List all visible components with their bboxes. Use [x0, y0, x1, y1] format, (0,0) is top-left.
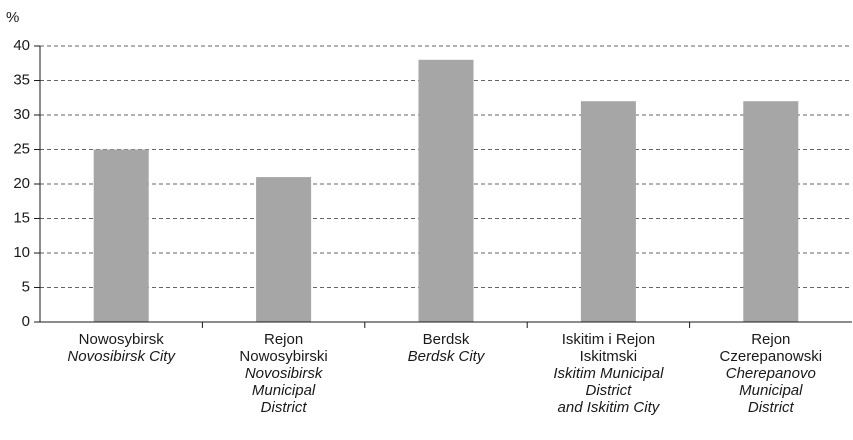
x-tick-label-translation: District: [585, 382, 632, 399]
bar: [743, 101, 799, 322]
x-tick-label-translation: Municipal: [252, 382, 316, 399]
x-tick-label-translation: District: [261, 399, 308, 416]
x-tick-label-translation: and Iskitim City: [558, 399, 661, 416]
x-tick-label-translation: Iskitim Municipal: [553, 365, 664, 382]
x-tick-label-translation: Cherepanovo: [726, 365, 816, 382]
x-tick-label: Rejon: [264, 331, 303, 348]
y-axis-label: %: [6, 9, 19, 26]
y-tick-label: 40: [13, 37, 30, 54]
bar: [93, 149, 149, 322]
y-tick-label: 0: [22, 313, 30, 330]
x-tick-label: Nowosybirsk: [79, 331, 165, 348]
x-tick-label-translation: Municipal: [739, 382, 803, 399]
x-tick-label: Nowosybirski: [239, 348, 327, 365]
y-tick-label: 25: [13, 140, 30, 157]
y-tick-label: 15: [13, 209, 30, 226]
bar: [256, 177, 312, 322]
y-tick-label: 10: [13, 244, 30, 261]
x-tick-label: Iskitmski: [580, 348, 638, 365]
y-tick-label: 20: [13, 175, 30, 192]
y-tick-label: 35: [13, 71, 30, 88]
x-tick-label: Czerepanowski: [720, 348, 823, 365]
x-tick-label-translation: Novosibirsk: [245, 365, 324, 382]
bar: [580, 101, 636, 322]
x-tick-label-translation: District: [748, 399, 795, 416]
x-tick-label-translation: Novosibirsk City: [67, 348, 176, 365]
x-tick-label: Iskitim i Rejon: [562, 331, 655, 348]
y-tick-label: 5: [22, 278, 30, 295]
x-tick-label: Berdsk: [423, 331, 470, 348]
y-tick-label: 30: [13, 106, 30, 123]
x-tick-label-translation: Berdsk City: [408, 348, 486, 365]
x-tick-label: Rejon: [751, 331, 790, 348]
bar: [418, 59, 474, 323]
